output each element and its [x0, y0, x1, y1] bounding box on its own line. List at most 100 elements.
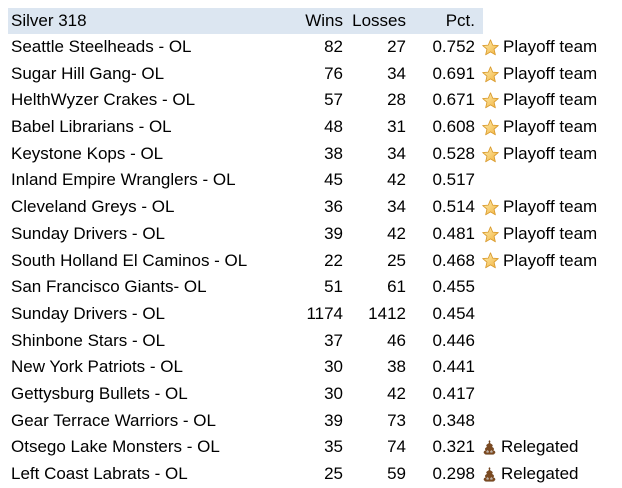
pct-cell[interactable]: 0.348	[432, 410, 475, 430]
losses-cell[interactable]: 42	[387, 170, 406, 190]
wins-cell[interactable]: 39	[324, 410, 343, 430]
losses-cell[interactable]: 34	[387, 63, 406, 83]
table-row: Sugar Hill Gang- OL 76 34 0.691 Playoff …	[8, 61, 622, 88]
team-name-cell[interactable]: South Holland El Caminos - OL	[11, 250, 248, 270]
table-row: San Francisco Giants- OL 51 61 0.455	[8, 274, 622, 301]
status-badge	[475, 408, 622, 435]
team-name-cell[interactable]: Babel Librarians - OL	[11, 117, 172, 137]
pct-cell[interactable]: 0.441	[432, 357, 475, 377]
table-row: Cleveland Greys - OL 36 34 0.514 Playoff…	[8, 194, 622, 221]
wins-cell[interactable]: 45	[324, 170, 343, 190]
wins-cell[interactable]: 30	[324, 383, 343, 403]
team-name-cell[interactable]: Inland Empire Wranglers - OL	[11, 170, 236, 190]
status-badge: Relegated	[475, 461, 622, 488]
losses-cell[interactable]: 28	[387, 90, 406, 110]
team-name-cell[interactable]: New York Patriots - OL	[11, 357, 183, 377]
pct-cell[interactable]: 0.298	[432, 464, 475, 483]
wins-cell[interactable]: 76	[324, 63, 343, 83]
losses-cell[interactable]: 74	[387, 437, 406, 457]
pct-cell[interactable]: 0.752	[432, 37, 475, 56]
table-row: Sunday Drivers - OL 1174 1412 0.454	[8, 301, 622, 328]
wins-cell[interactable]: 57	[324, 90, 343, 110]
status-badge	[475, 381, 622, 408]
team-name-cell[interactable]: Seattle Steelheads - OL	[11, 37, 192, 56]
star-icon	[482, 119, 499, 136]
wins-cell[interactable]: 36	[324, 197, 343, 217]
wins-cell[interactable]: 51	[324, 277, 343, 297]
team-name-cell[interactable]: San Francisco Giants- OL	[11, 277, 207, 297]
pct-cell[interactable]: 0.608	[432, 117, 475, 137]
status-badge: Playoff team	[475, 221, 622, 248]
team-name-cell[interactable]: Cleveland Greys - OL	[11, 197, 175, 217]
wins-cell[interactable]: 37	[324, 330, 343, 350]
pct-cell[interactable]: 0.468	[432, 250, 475, 270]
table-title[interactable]: Silver 318	[11, 11, 87, 30]
pct-cell[interactable]: 0.446	[432, 330, 475, 350]
team-name-cell[interactable]: Gettysburg Bullets - OL	[11, 383, 188, 403]
star-icon	[482, 39, 499, 56]
team-name-cell[interactable]: Sugar Hill Gang- OL	[11, 63, 165, 83]
wins-cell[interactable]: 25	[324, 464, 343, 483]
table-row: Shinbone Stars - OL 37 46 0.446	[8, 328, 622, 355]
losses-cell[interactable]: 42	[387, 223, 406, 243]
team-name-cell[interactable]: Gear Terrace Warriors - OL	[11, 410, 216, 430]
pct-cell[interactable]: 0.321	[432, 437, 475, 457]
status-badge	[475, 328, 622, 355]
star-icon	[482, 92, 499, 109]
pct-cell[interactable]: 0.454	[432, 303, 475, 323]
team-name-cell[interactable]: Sunday Drivers - OL	[11, 223, 165, 243]
losses-cell[interactable]: 42	[387, 383, 406, 403]
wins-cell[interactable]: 38	[324, 143, 343, 163]
team-name-cell[interactable]: Otsego Lake Monsters - OL	[11, 437, 220, 457]
column-header-pct[interactable]: Pct.	[445, 11, 475, 30]
table-row: New York Patriots - OL 30 38 0.441	[8, 354, 622, 381]
losses-cell[interactable]: 46	[387, 330, 406, 350]
pct-cell[interactable]: 0.455	[432, 277, 475, 297]
star-icon	[482, 65, 499, 83]
wins-cell[interactable]: 35	[324, 437, 343, 457]
column-header-losses[interactable]: Losses	[352, 11, 406, 30]
losses-cell[interactable]: 34	[387, 143, 406, 163]
losses-cell[interactable]: 31	[387, 117, 406, 137]
table-row: Sunday Drivers - OL 39 42 0.481 Playoff …	[8, 221, 622, 248]
losses-cell[interactable]: 59	[387, 464, 406, 483]
losses-cell[interactable]: 38	[387, 357, 406, 377]
losses-cell[interactable]: 34	[387, 197, 406, 217]
wins-cell[interactable]: 82	[324, 37, 343, 56]
losses-cell[interactable]: 73	[387, 410, 406, 430]
wins-cell[interactable]: 1174	[306, 303, 343, 323]
team-name-cell[interactable]: HelthWyzer Crakes - OL	[11, 90, 196, 110]
pct-cell[interactable]: 0.528	[432, 143, 475, 163]
status-badge: Relegated	[475, 434, 622, 461]
pct-cell[interactable]: 0.691	[432, 63, 475, 83]
star-icon	[482, 146, 499, 163]
team-name-cell[interactable]: Sunday Drivers - OL	[11, 303, 165, 323]
table-body: Seattle Steelheads - OL 82 27 0.752 Play…	[8, 34, 622, 488]
status-badge	[475, 301, 622, 328]
status-badge: Playoff team	[475, 248, 622, 275]
wins-cell[interactable]: 39	[324, 223, 343, 243]
pct-cell[interactable]: 0.481	[432, 223, 475, 243]
team-name-cell[interactable]: Shinbone Stars - OL	[11, 330, 166, 350]
status-badge: Playoff team	[475, 141, 622, 168]
wins-cell[interactable]: 48	[324, 117, 343, 137]
pct-cell[interactable]: 0.517	[432, 170, 475, 190]
team-name-cell[interactable]: Keystone Kops - OL	[11, 143, 164, 163]
losses-cell[interactable]: 1412	[368, 303, 406, 323]
pct-cell[interactable]: 0.514	[432, 197, 475, 217]
wins-cell[interactable]: 22	[324, 250, 343, 270]
pct-cell[interactable]: 0.671	[432, 90, 475, 110]
losses-cell[interactable]: 27	[387, 37, 406, 56]
pct-cell[interactable]: 0.417	[432, 383, 475, 403]
wins-cell[interactable]: 30	[324, 357, 343, 377]
star-icon	[482, 252, 499, 269]
table-row: Left Coast Labrats - OL 25 59 0.298 Rele…	[8, 461, 622, 488]
table-row: Seattle Steelheads - OL 82 27 0.752 Play…	[8, 34, 622, 61]
status-badge	[475, 167, 622, 194]
losses-cell[interactable]: 61	[387, 277, 406, 297]
losses-cell[interactable]: 25	[387, 250, 406, 270]
table-header-row: Silver 318 Wins Losses Pct.	[8, 8, 483, 34]
column-header-wins[interactable]: Wins	[305, 11, 343, 30]
team-name-cell[interactable]: Left Coast Labrats - OL	[11, 464, 188, 483]
